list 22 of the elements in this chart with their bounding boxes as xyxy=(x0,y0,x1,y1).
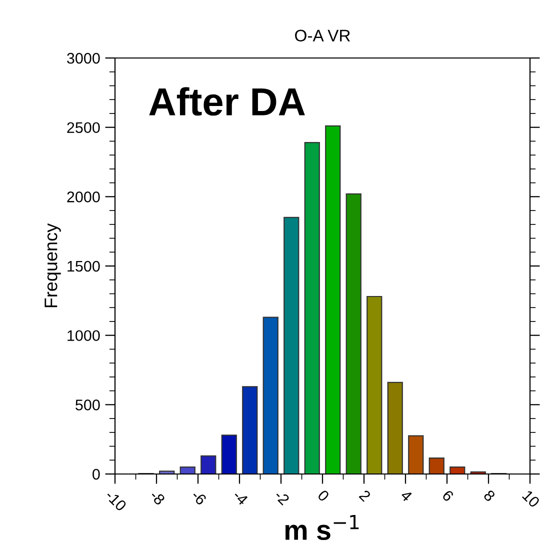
x-tick-label: -8 xyxy=(149,489,166,506)
x-tick-label: -4 xyxy=(232,489,249,506)
y-tick-label: 500 xyxy=(76,400,100,410)
x-tick-label: 2 xyxy=(358,489,372,502)
x-tick-label: 4 xyxy=(400,489,413,502)
y-tick-label: 2000 xyxy=(67,192,100,202)
y-tick-label: 3000 xyxy=(67,52,100,64)
annotation: After DA xyxy=(149,87,305,116)
y-tick-label: 2500 xyxy=(67,122,100,134)
x-tick-label: 10 xyxy=(522,490,540,508)
x-tick-label: 0 xyxy=(317,489,330,502)
y-axis-title: Frequency xyxy=(44,223,61,308)
x-tick-label: -10 xyxy=(104,489,128,512)
y-tick-label: 1500 xyxy=(68,260,100,272)
x-tick-label: -6 xyxy=(190,489,208,506)
x-tick-label: 6 xyxy=(442,489,454,502)
x-tick-label: 8 xyxy=(483,489,496,502)
x-axis-title: m s$^{−1}$ xyxy=(285,514,359,540)
x-tick-label: -2 xyxy=(274,489,290,506)
chart-title: O-A VR xyxy=(295,30,350,42)
y-tick-label: 1000 xyxy=(68,330,100,342)
y-tick-label: 0 xyxy=(92,468,100,480)
